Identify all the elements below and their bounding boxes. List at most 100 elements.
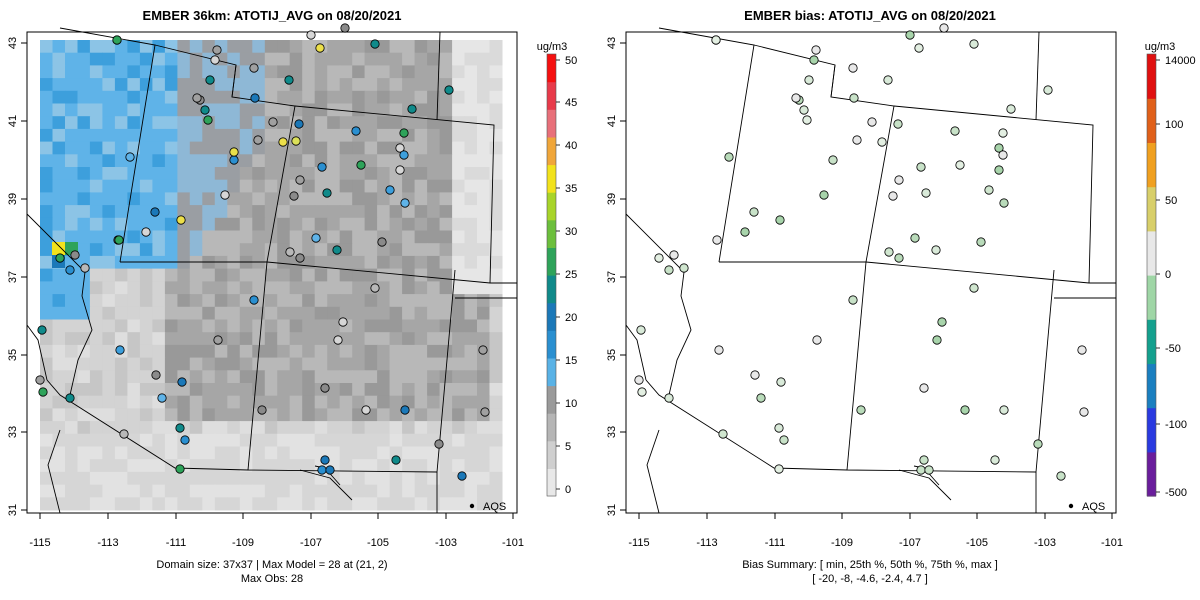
grid-cell: [239, 497, 253, 511]
grid-cell: [289, 446, 303, 460]
aqs-site-point: [749, 207, 759, 217]
aqs-site-point: [724, 152, 734, 162]
colorbar-segment: [547, 192, 556, 221]
grid-cell: [452, 395, 466, 409]
colorbar-segment: [1147, 319, 1156, 364]
grid-cell: [139, 497, 153, 511]
colorbar-segment: [547, 302, 556, 331]
aqs-site-point: [395, 165, 405, 175]
grid-cell: [127, 90, 141, 104]
grid-cell: [277, 116, 291, 130]
grid-cell: [389, 230, 403, 244]
grid-cell: [439, 230, 453, 244]
grid-cell: [127, 40, 141, 54]
y-tick-label: 41: [606, 115, 618, 127]
grid-cell: [65, 205, 78, 219]
grid-cell: [152, 319, 166, 333]
grid-cell: [302, 179, 316, 193]
grid-cell: [164, 484, 178, 498]
aqs-site-point: [994, 143, 1004, 153]
grid-cell: [439, 497, 453, 511]
grid-cell: [264, 446, 278, 460]
y-tick-label: 31: [7, 504, 19, 516]
grid-cell: [364, 230, 378, 244]
grid-cell: [477, 52, 490, 66]
grid-cell: [102, 344, 116, 359]
x-tick-label: -107: [899, 537, 921, 549]
aqs-site-point: [114, 235, 124, 245]
aqs-site-point: [848, 295, 858, 305]
grid-cell: [227, 459, 241, 473]
grid-cell: [202, 90, 216, 104]
grid-cell: [177, 103, 191, 117]
grid-cell: [339, 294, 353, 308]
grid-cell: [127, 52, 141, 66]
grid-cell: [214, 230, 228, 244]
colorbar-tick-label: -500: [1165, 487, 1187, 499]
grid-cell: [302, 52, 316, 66]
grid-cell: [77, 395, 91, 409]
y-tick-label: 33: [7, 426, 19, 438]
y-tick-label: 33: [606, 426, 618, 438]
grid-cell: [439, 192, 453, 206]
grid-cell: [139, 408, 153, 422]
grid-cell: [114, 128, 128, 143]
grid-cell: [389, 217, 403, 231]
grid-cell: [239, 433, 253, 447]
grid-cell: [152, 433, 166, 447]
grid-cell: [439, 116, 453, 130]
grid-cell: [102, 281, 116, 295]
grid-cell: [389, 370, 403, 384]
grid-cell: [52, 230, 66, 244]
grid-cell: [489, 78, 503, 92]
grid-cell: [177, 230, 191, 244]
grid-cell: [427, 497, 441, 511]
grid-cell: [52, 395, 66, 409]
grid-cell: [114, 90, 128, 104]
grid-cell: [227, 408, 241, 422]
grid-cell: [139, 205, 153, 219]
aqs-site-point: [65, 265, 75, 275]
grid-cell: [477, 357, 490, 371]
grid-cell: [102, 357, 116, 371]
aqs-site-point: [200, 105, 210, 115]
grid-cell: [264, 128, 278, 143]
grid-cell: [152, 141, 166, 155]
grid-cell: [177, 205, 191, 219]
grid-cell: [277, 205, 291, 219]
grid-cell: [227, 230, 241, 244]
grid-cell: [89, 217, 103, 231]
grid-cell: [127, 243, 141, 257]
grid-cell: [177, 192, 191, 206]
grid-cell: [40, 217, 53, 231]
grid-cell: [414, 446, 428, 460]
grid-cell: [277, 306, 291, 320]
grid-cell: [377, 90, 391, 104]
grid-cell: [65, 167, 78, 181]
grid-cell: [252, 357, 266, 371]
grid-cell: [452, 484, 466, 498]
grid-cell: [389, 319, 403, 333]
grid-cell: [52, 40, 66, 54]
right-footer-line1: Bias Summary: [ min, 25th %, 50th %, 75t…: [742, 559, 998, 571]
grid-cell: [164, 294, 178, 308]
colorbar-segment: [547, 440, 556, 469]
grid-cell: [464, 395, 478, 409]
grid-cell: [127, 78, 141, 92]
grid-cell: [40, 65, 53, 79]
grid-cell: [89, 395, 103, 409]
grid-cell: [252, 319, 266, 333]
y-tick-label: 37: [7, 271, 19, 283]
grid-cell: [264, 192, 278, 206]
grid-cell: [65, 281, 78, 295]
grid-cell: [177, 357, 191, 371]
grid-cell: [52, 281, 66, 295]
grid-cell: [364, 103, 378, 117]
grid-cell: [364, 78, 378, 92]
grid-cell: [414, 128, 428, 143]
grid-cell: [189, 167, 203, 181]
aqs-site-point: [291, 136, 301, 146]
grid-cell: [114, 408, 128, 422]
grid-cell: [327, 294, 341, 308]
grid-cell: [414, 217, 428, 231]
